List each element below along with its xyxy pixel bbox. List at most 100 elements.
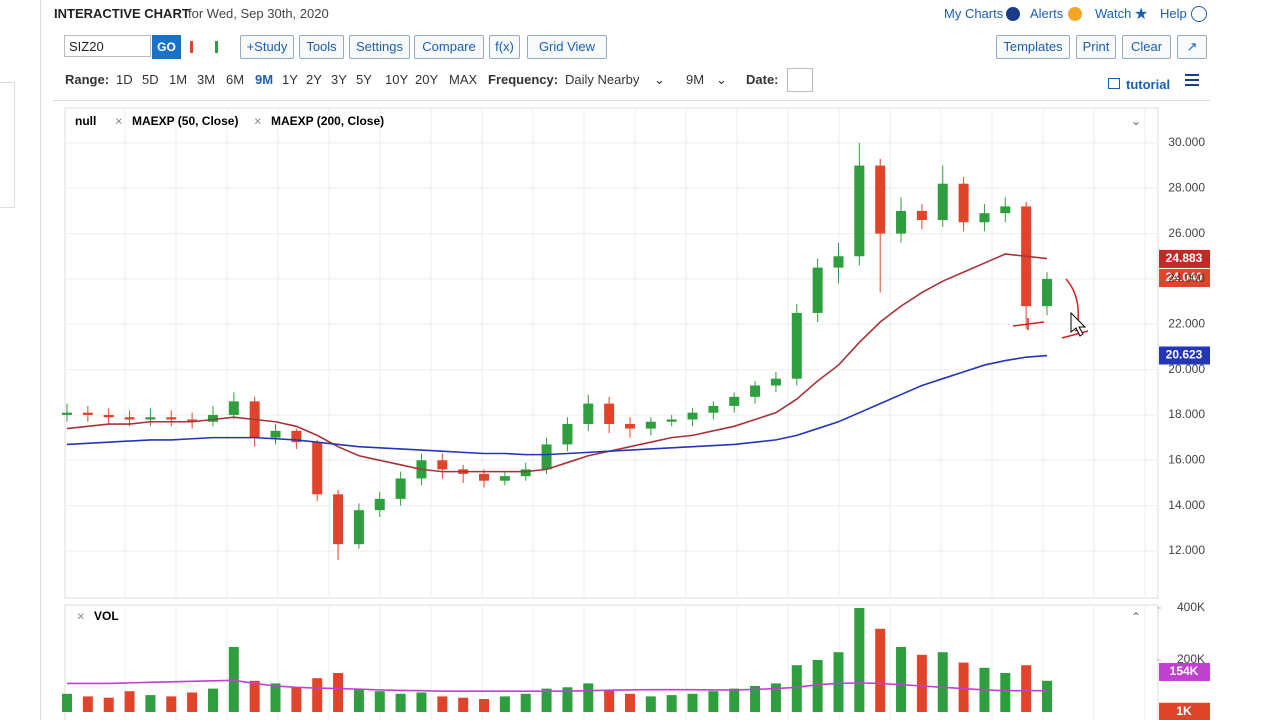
candle-body (187, 419, 198, 422)
print-button[interactable]: Print (1076, 35, 1116, 59)
hand-annotation (1012, 278, 1089, 339)
candle-body (479, 473, 490, 481)
volume-bar (103, 697, 114, 712)
volume-bar (249, 680, 260, 712)
volume-bar (82, 696, 93, 712)
compare-button[interactable]: Compare (414, 35, 484, 59)
volume-bar (958, 662, 969, 712)
y-tick-label: 14.000 (1168, 498, 1205, 512)
dropdown-arrow: ⌄ (716, 72, 727, 87)
calendar-button[interactable] (787, 68, 813, 92)
y-tick-label: 20.000 (1168, 362, 1205, 376)
range-option[interactable]: 5Y (356, 72, 372, 87)
dropdown-arrow: ⌄ (654, 72, 665, 87)
frequency-select[interactable]: Daily Nearby (565, 72, 640, 87)
range-option[interactable]: 9M (255, 72, 274, 87)
range-option[interactable]: 10Y (385, 72, 409, 87)
range-option[interactable]: 3M (197, 72, 216, 87)
candle-body (875, 165, 886, 234)
range-option[interactable]: MAX (449, 72, 478, 87)
grid-view-button[interactable]: Grid View (527, 35, 607, 59)
candle-body (562, 424, 573, 445)
range-option[interactable]: 1Y (282, 72, 298, 87)
symbol-input[interactable]: SIZ20 (64, 35, 151, 57)
volume-bar (166, 696, 177, 712)
volume-bar (270, 683, 281, 712)
candle-body (916, 210, 927, 220)
candle-body (166, 417, 177, 420)
templates-button[interactable]: Templates (996, 35, 1070, 59)
collapse-icon[interactable]: ⌄ (1131, 114, 1141, 128)
y-tick-label: 400K (1177, 600, 1205, 614)
candle-body (333, 494, 344, 545)
range-option[interactable]: 20Y (415, 72, 439, 87)
price-tag-label: 20.623 (1166, 348, 1203, 362)
legend-ma50: MAEXP (50, Close) (132, 114, 238, 128)
volume-bar (812, 659, 823, 712)
candle-body (1000, 206, 1011, 214)
y-tick-label: 16.000 (1168, 452, 1205, 466)
period-select[interactable]: 9M (686, 72, 705, 87)
clear-button[interactable]: Clear (1122, 35, 1171, 59)
watch-link[interactable]: Watch (1095, 6, 1132, 21)
candle-body (645, 421, 656, 429)
frequency-label: Frequency: (488, 72, 559, 87)
expand-button[interactable]: ↗ (1177, 35, 1207, 59)
tutorial-link[interactable]: tutorial (1126, 77, 1171, 92)
volume-bar (1021, 665, 1032, 712)
y-tick-label: 28.000 (1168, 180, 1205, 194)
volume-bar (1000, 672, 1011, 712)
range-option[interactable]: 6M (226, 72, 245, 87)
legend-ma200: MAEXP (200, Close) (271, 114, 384, 128)
volume-bar (666, 695, 677, 712)
go-button[interactable]: GO (152, 35, 181, 59)
price-tag (1159, 662, 1210, 681)
my-charts-link[interactable]: My Charts (944, 6, 1004, 21)
volume-bar (333, 672, 344, 712)
candle-body (520, 469, 531, 477)
price-tag-label: 24.040 (1166, 270, 1203, 284)
candle-body (979, 213, 990, 223)
range-option[interactable]: 1M (169, 72, 188, 87)
chart-type-icon[interactable] (190, 41, 218, 53)
volume-bar (770, 683, 781, 712)
candle-body (729, 396, 740, 406)
y-tick-label: 22.000 (1168, 316, 1205, 330)
candle-body (228, 401, 239, 415)
range-label: Range: (65, 72, 110, 87)
tutorial-icon (1108, 78, 1120, 89)
volume-bar (896, 646, 907, 712)
candle-body (1042, 278, 1052, 307)
remove-icon[interactable]: × (115, 113, 123, 128)
candle-body (624, 424, 635, 429)
candle-body (499, 476, 510, 481)
alerts-link[interactable]: Alerts (1030, 6, 1064, 21)
candle-body (833, 256, 844, 268)
remove-icon[interactable]: × (77, 608, 85, 623)
study-button[interactable]: +Study (240, 35, 294, 59)
range-option[interactable]: 3Y (331, 72, 347, 87)
remove-icon[interactable]: × (254, 113, 262, 128)
volume-bar (416, 692, 427, 712)
range-option[interactable]: 2Y (306, 72, 322, 87)
range-option[interactable]: 5D (142, 72, 159, 87)
sidebar-box (0, 82, 15, 208)
fx-button[interactable]: f(x) (489, 35, 520, 59)
candle-body (604, 403, 615, 425)
collapse-icon[interactable]: ⌃ (1131, 610, 1141, 624)
range-option[interactable]: 1D (116, 72, 133, 87)
candle-body (896, 210, 907, 234)
candle-body (62, 412, 72, 415)
menu-icon[interactable] (1185, 74, 1199, 86)
settings-button[interactable]: Settings (349, 35, 410, 59)
tools-button[interactable]: Tools (299, 35, 344, 59)
candle-body (750, 385, 761, 397)
help-link[interactable]: Help (1160, 6, 1187, 21)
candle-body (541, 444, 552, 470)
volume-bar (353, 688, 364, 712)
volume-bar (750, 685, 761, 712)
y-tick-label: 12.000 (1168, 543, 1205, 557)
candle-body (958, 183, 969, 223)
candle-body (666, 419, 677, 422)
symbol-legend: null (75, 114, 96, 128)
